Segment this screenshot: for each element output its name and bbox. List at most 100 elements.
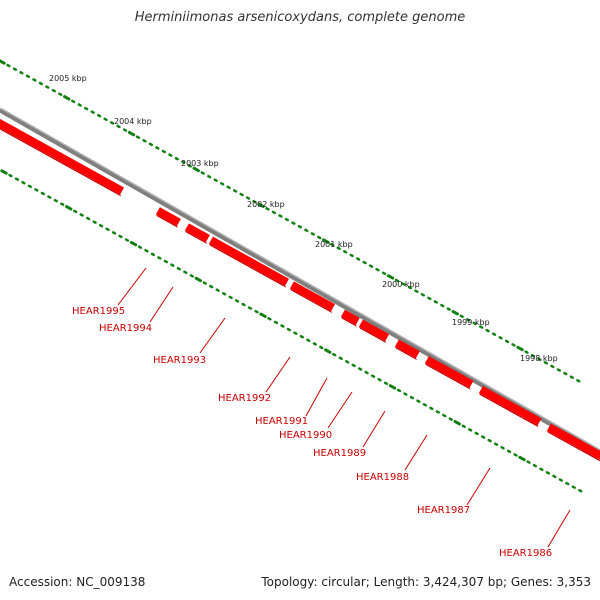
gene-block [290,281,335,312]
map-title: Herminiimonas arsenicoxydans, complete g… [134,10,466,25]
outer-tick [440,303,445,308]
gene-block [156,207,181,226]
outer-tick [77,103,82,107]
inner-tick [183,270,188,275]
outer-tick-track [0,59,581,383]
outer-tick [433,300,438,304]
gene-block-shade [209,243,287,288]
gene-block-shade [359,326,387,344]
inner-tick [286,327,292,332]
inner-tick [118,234,123,239]
outer-tick [451,310,459,316]
scale-label: 1998 kbp [520,354,558,363]
scale-label: 2004 kbp [114,117,152,126]
gene-block [359,319,390,342]
gene-label: HEAR1988 [356,472,409,483]
inner-tick [435,410,440,414]
gene-leader-line [199,317,226,354]
outer-tick [375,267,380,272]
outer-tick [71,99,76,104]
gene-leader-line [149,286,174,323]
inner-tick [111,231,117,235]
outer-tick [556,368,561,372]
inner-tick [247,306,253,310]
inner-tick [409,395,415,400]
gene-label: HEAR1993 [153,355,206,366]
outer-tick [38,81,43,86]
outer-tick [381,271,387,276]
accession-label: Accession: NC_009138 [9,575,146,589]
outer-tick [122,128,128,132]
inner-tick [129,240,138,247]
inner-tick [79,213,84,217]
gene-label: HEAR1994 [99,323,152,334]
outer-tick [504,339,510,344]
inner-tick [539,467,544,472]
inner-tick [105,227,110,232]
gene-block-shade [0,127,122,197]
outer-tick [220,182,225,186]
outer-tick [420,293,425,297]
gene-block [185,223,210,242]
inner-tick [209,284,214,289]
outer-tick [530,353,536,358]
outer-tick [407,285,413,290]
outer-tick [174,156,179,161]
gene-block [479,385,542,426]
outer-tick [200,171,205,175]
outer-tick [278,214,283,218]
outer-tick [356,257,361,261]
outer-tick [135,135,141,139]
inner-tick [358,367,363,371]
gene-block [425,356,474,388]
outer-tick [12,67,18,71]
inner-tick [487,438,492,443]
outer-tick [524,350,529,354]
inner-tick [481,435,486,439]
gene-block [209,236,289,286]
gene-block-shade [290,288,333,314]
outer-tick [472,321,477,326]
inner-tick [558,478,563,482]
inner-tick [293,331,298,335]
backbone-line [0,107,600,455]
outer-tick [192,166,200,173]
inner-tick [202,281,207,285]
outer-tick [386,274,395,280]
outer-tick [498,336,503,340]
inner-tick [513,453,518,457]
gene-block-shade [479,392,539,428]
inner-tick [234,299,240,303]
inner-tick [506,449,512,454]
outer-tick [25,74,31,79]
outer-tick [543,361,549,365]
scale-label: 2002 kbp [247,200,285,209]
gene-leader-line [362,410,386,448]
gene-block [547,423,600,460]
inner-tick [228,295,233,300]
inner-tick [157,256,162,260]
outer-tick [32,78,37,82]
outer-tick [103,117,108,122]
outer-tick [252,199,257,204]
scale-label: 2005 kbp [49,74,87,83]
inner-tick [422,403,427,407]
outer-tick [446,307,451,311]
outer-tick [265,207,270,211]
inner-tick [267,317,272,321]
gene-block [341,309,360,325]
gene-labels: HEAR1995 HEAR1994 HEAR1993 HEAR1992 HEAR1991… [72,267,571,559]
gene-leader-line [265,356,291,393]
outer-tick [394,278,400,283]
inner-tick [92,220,97,224]
inner-tick [461,424,466,429]
inner-tick [60,202,65,206]
outer-tick [6,63,11,68]
inner-tick [241,302,246,307]
inner-tick [370,374,376,378]
gene-block-shade [395,346,417,361]
inner-tick [86,216,91,221]
inner-tick [222,292,227,296]
inner-tick [53,198,58,203]
outer-tick [187,164,192,168]
